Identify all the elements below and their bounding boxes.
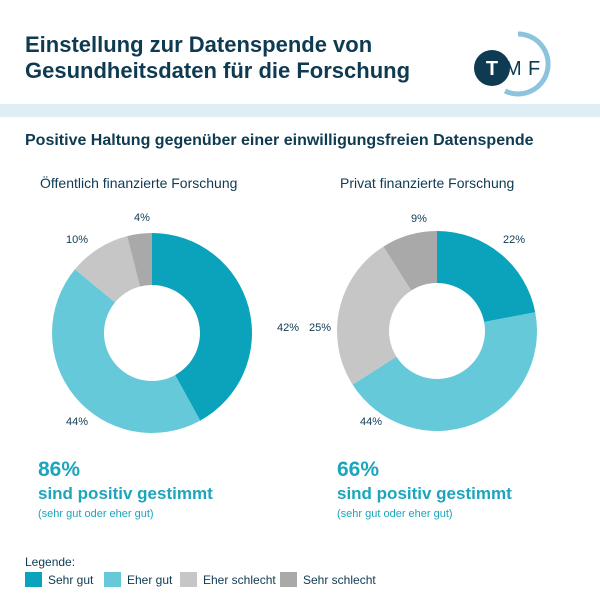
legend-swatch	[180, 572, 197, 587]
svg-text:M: M	[505, 58, 522, 80]
donut-slice-sehr-gut	[152, 233, 252, 421]
donut-slice-sehr-gut	[437, 231, 536, 323]
summary-text-private: sind positiv gestimmt	[337, 484, 512, 503]
data-label: 44%	[66, 416, 89, 428]
legend-swatch	[104, 572, 121, 587]
svg-text:F: F	[528, 58, 540, 80]
legend-item-eher-gut: Eher gut	[104, 572, 172, 587]
summary-note-private: (sehr gut oder eher gut)	[337, 508, 453, 520]
donut-slice-sehr-schlecht	[127, 233, 152, 287]
chart-title-public: Öffentlich finanzierte Forschung	[40, 175, 238, 191]
donut-slice-eher-gut	[52, 269, 201, 433]
donut-slice-eher-schlecht	[74, 236, 141, 303]
legend-item-eher-schlecht: Eher schlecht	[180, 572, 276, 587]
summary-text-public: sind positiv gestimmt	[38, 484, 213, 503]
summary-note-public: (sehr gut oder eher gut)	[38, 508, 154, 520]
legend-swatch	[25, 572, 42, 587]
data-label: 9%	[411, 213, 427, 225]
legend-label: Sehr gut	[48, 572, 94, 587]
legend-item-sehr-schlecht: Sehr schlecht	[280, 572, 376, 587]
data-label: 44%	[360, 416, 383, 428]
legend-swatch	[280, 572, 297, 587]
legend-label: Eher schlecht	[203, 572, 276, 587]
legend-label: Sehr schlecht	[303, 572, 376, 587]
donut-slice-eher-schlecht	[337, 246, 412, 385]
donut-slice-eher-gut	[352, 312, 537, 431]
summary-percent-public: 86%	[38, 458, 81, 481]
svg-text:T: T	[486, 58, 498, 80]
subtitle: Positive Haltung gegenüber einer einwill…	[25, 132, 534, 149]
data-label: 10%	[66, 234, 89, 246]
data-label: 25%	[309, 322, 332, 334]
tmf-logo: T M F	[474, 31, 551, 97]
data-label: 22%	[503, 234, 526, 246]
data-label: 42%	[277, 322, 300, 334]
legend-title: Legende:	[25, 555, 76, 569]
summary-percent-private: 66%	[337, 458, 380, 481]
donut-slice-sehr-schlecht	[383, 231, 437, 291]
divider-band	[0, 104, 600, 117]
chart-title-private: Privat finanzierte Forschung	[340, 175, 515, 191]
title-line-1: Einstellung zur Datenspende von	[25, 32, 373, 57]
title-line-2: Gesundheitsdaten für die Forschung	[25, 58, 411, 83]
legend-label: Eher gut	[127, 572, 173, 587]
data-label: 4%	[134, 212, 150, 224]
legend-item-sehr-gut: Sehr gut	[25, 572, 93, 587]
page-title: Einstellung zur Datenspende von Gesundhe…	[25, 32, 410, 84]
